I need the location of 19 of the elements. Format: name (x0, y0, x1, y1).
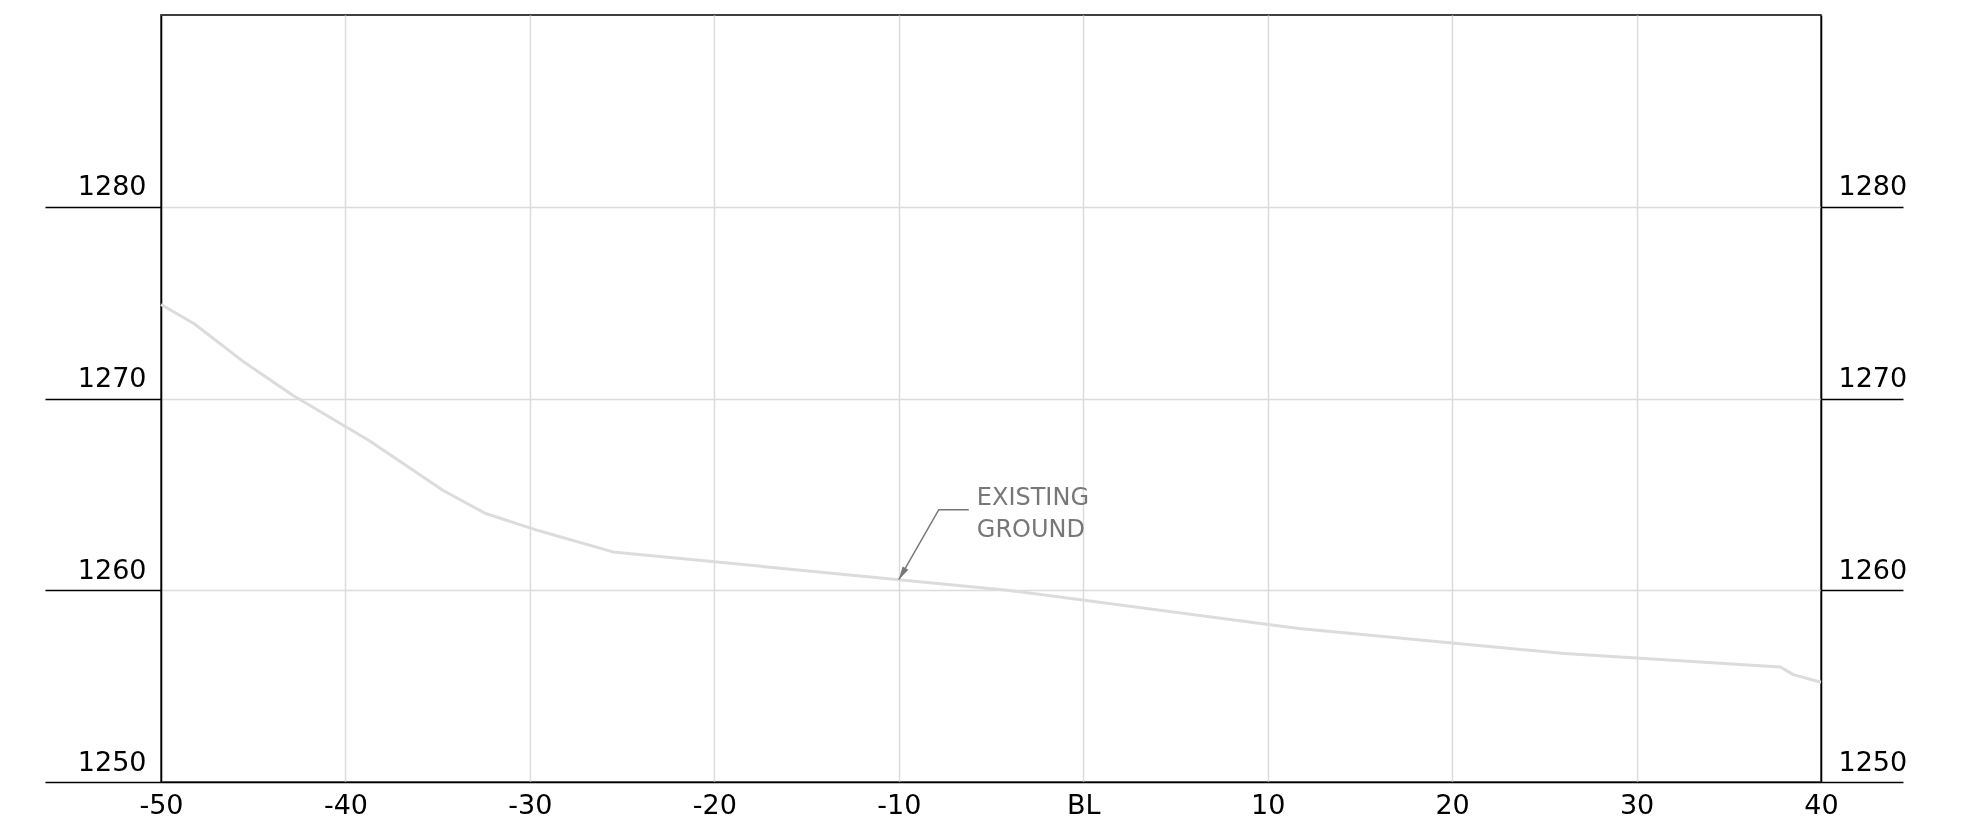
y2-tick-label: 1280 (1838, 170, 1908, 202)
annotation: EXISTING GROUND (976, 482, 1089, 543)
y2-tick-label: 1270 (1838, 362, 1908, 393)
y-tick-label: 1250 (77, 745, 147, 777)
x-tick-label: -20 (692, 788, 737, 820)
x-tick-label: 40 (1804, 788, 1839, 820)
y-tick-label: 1280 (77, 170, 147, 202)
x-tick-label: 10 (1250, 788, 1286, 820)
y2-tick-label: 1250 (1838, 745, 1908, 777)
x-tick-label: BL (1066, 788, 1101, 820)
x-tick-label: -30 (508, 788, 553, 820)
x-tick-label: 30 (1619, 788, 1655, 820)
y-tick-label: 1260 (77, 553, 147, 585)
y-tick-label: 1270 (77, 362, 147, 393)
x-tick-label: 20 (1435, 788, 1470, 820)
x-tick-label: -10 (877, 788, 922, 820)
x-tick-label: -40 (323, 788, 368, 820)
x-tick-label: -50 (139, 788, 184, 820)
y2-tick-label: 1260 (1838, 553, 1908, 585)
